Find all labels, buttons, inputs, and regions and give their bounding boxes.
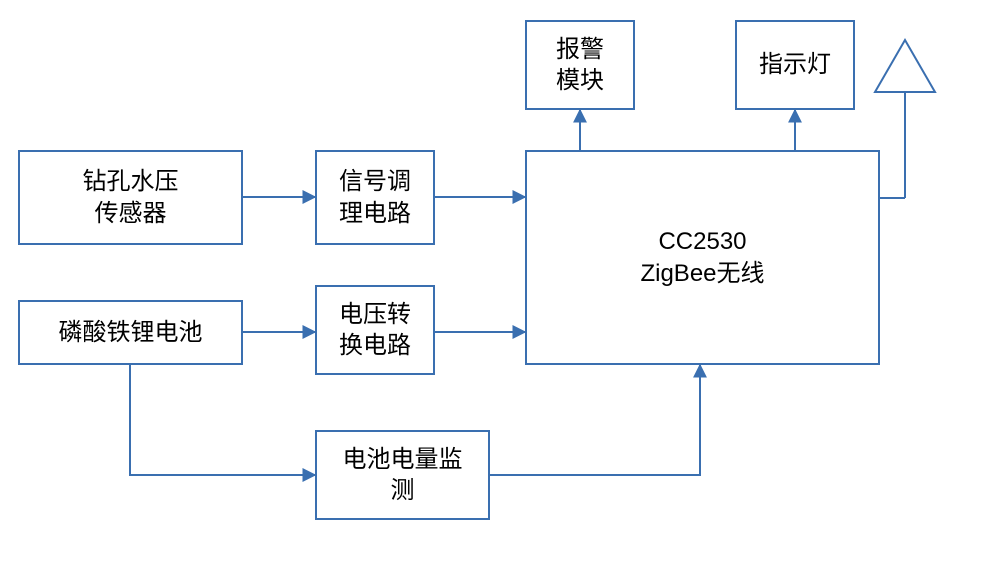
node-label-sensor: 钻孔水压 传感器 <box>83 166 179 228</box>
node-label-cc2530: CC2530 ZigBee无线 <box>640 226 764 288</box>
diagram-canvas: 报警 模块 指示灯钻孔水压 传感器 信号调 理电路 CC2530 ZigBee无线磷酸… <box>0 0 1000 561</box>
node-battmon: 电池电量监 测 <box>315 430 490 520</box>
node-sensor: 钻孔水压 传感器 <box>18 150 243 245</box>
node-cc2530: CC2530 ZigBee无线 <box>525 150 880 365</box>
node-label-led: 指示灯 <box>759 49 831 80</box>
node-label-battmon: 电池电量监 测 <box>343 444 463 506</box>
edge-battery-battmon <box>130 365 315 475</box>
node-led: 指示灯 <box>735 20 855 110</box>
node-label-vconv: 电压转 换电路 <box>339 299 411 361</box>
node-label-battery: 磷酸铁锂电池 <box>59 317 203 348</box>
node-vconv: 电压转 换电路 <box>315 285 435 375</box>
node-label-sigcond: 信号调 理电路 <box>339 166 411 228</box>
node-sigcond: 信号调 理电路 <box>315 150 435 245</box>
antenna-icon <box>875 40 935 92</box>
node-battery: 磷酸铁锂电池 <box>18 300 243 365</box>
node-alarm: 报警 模块 <box>525 20 635 110</box>
node-label-alarm: 报警 模块 <box>556 34 604 96</box>
edge-battmon-cc2530 <box>490 365 700 475</box>
